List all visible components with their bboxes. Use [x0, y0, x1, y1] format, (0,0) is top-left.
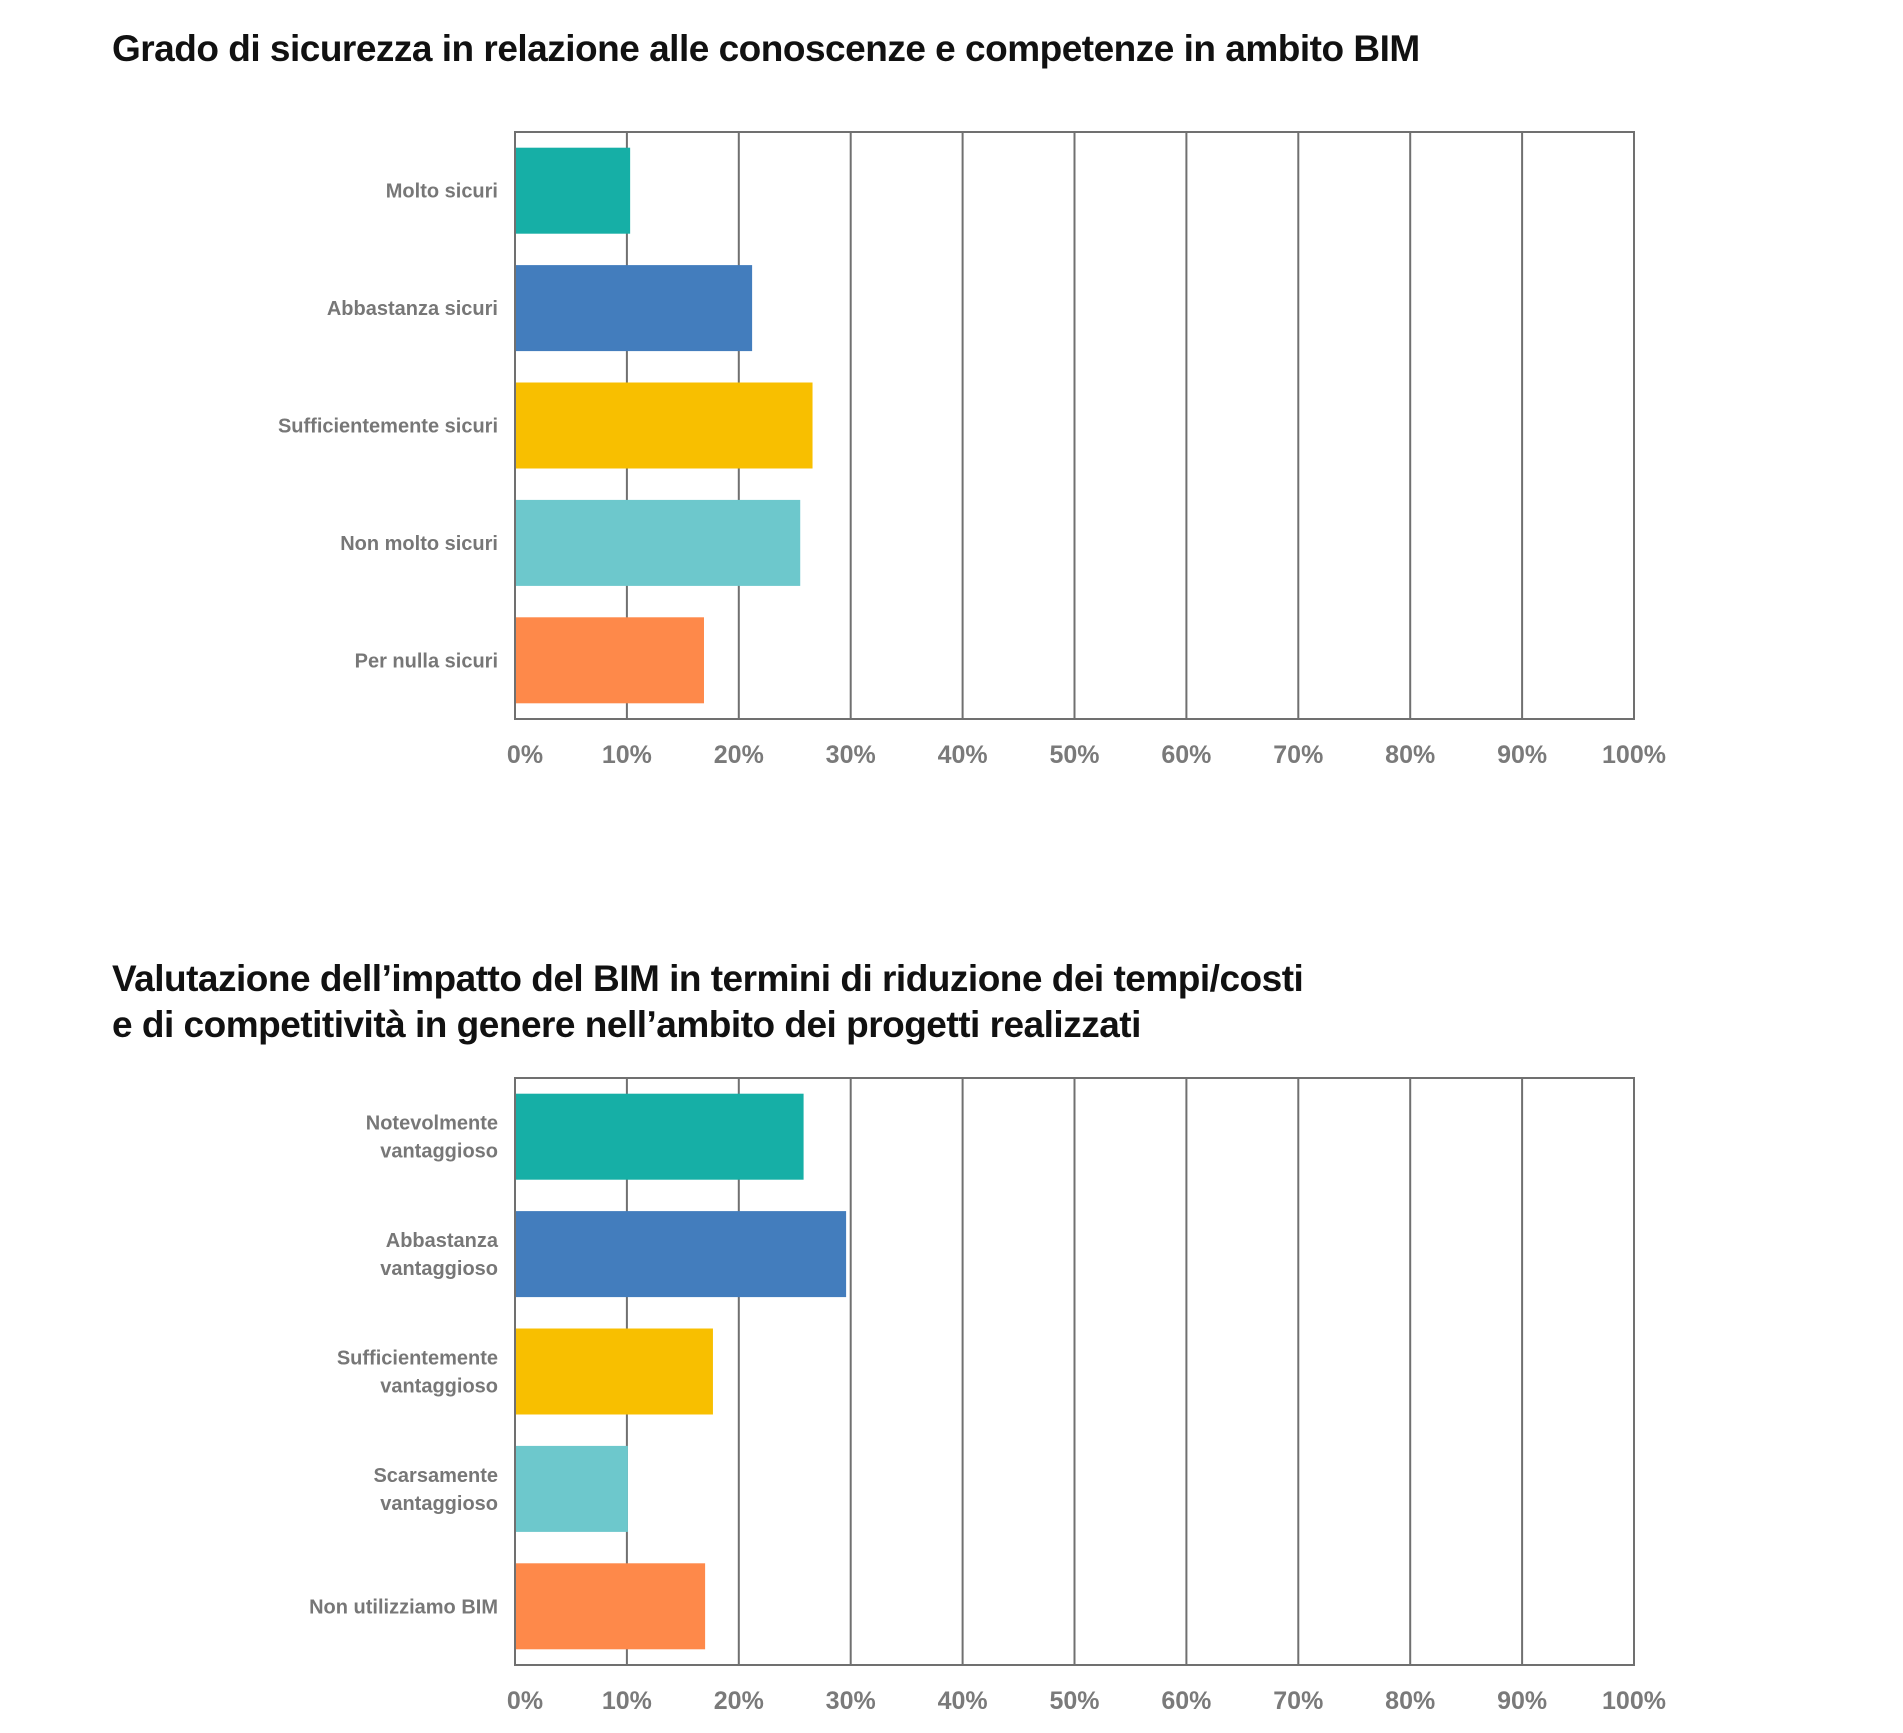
- category-label: Scarsamente: [373, 1465, 498, 1487]
- x-tick-label: 30%: [826, 741, 876, 769]
- category-label: vantaggioso: [380, 1493, 498, 1515]
- category-label: vantaggioso: [380, 1141, 498, 1163]
- bar: [516, 382, 813, 469]
- bar: [516, 1328, 713, 1415]
- x-tick-label: 20%: [714, 741, 764, 769]
- bar: [516, 1563, 706, 1650]
- bar: [516, 1211, 847, 1298]
- x-tick-label: 0%: [507, 741, 543, 769]
- plot-frame: [514, 1077, 1635, 1666]
- x-tick-label: 70%: [1273, 741, 1323, 769]
- bar: [516, 617, 704, 704]
- chart2-title-line-1: Valutazione dell’impatto del BIM in term…: [112, 958, 1304, 999]
- category-label: vantaggioso: [380, 1258, 498, 1280]
- plot-frame: [514, 131, 1635, 720]
- category-label: Per nulla sicuri: [355, 650, 498, 672]
- x-tick-label: 30%: [826, 1687, 876, 1715]
- x-tick-label: 50%: [1049, 741, 1099, 769]
- chart2-title-line-2: e di competitività in genere nell’ambito…: [112, 1004, 1141, 1045]
- chart1-title: Grado di sicurezza in relazione alle con…: [112, 28, 1420, 69]
- category-label: Abbastanza sicuri: [327, 298, 498, 320]
- category-label: Non molto sicuri: [340, 533, 498, 555]
- category-label: Non utilizziamo BIM: [309, 1596, 498, 1618]
- bar: [516, 265, 753, 352]
- x-tick-label: 20%: [714, 1687, 764, 1715]
- bar: [516, 147, 631, 234]
- category-label: Sufficientemente: [337, 1348, 498, 1370]
- x-tick-label: 90%: [1497, 741, 1547, 769]
- x-tick-label: 0%: [507, 1687, 543, 1715]
- category-label: Abbastanza: [386, 1230, 499, 1252]
- x-tick-label: 100%: [1602, 1687, 1666, 1715]
- x-tick-label: 60%: [1161, 741, 1211, 769]
- x-tick-label: 70%: [1273, 1687, 1323, 1715]
- category-label: vantaggioso: [380, 1376, 498, 1398]
- x-tick-label: 80%: [1385, 741, 1435, 769]
- category-label: Molto sicuri: [386, 181, 498, 203]
- category-label: Notevolmente: [366, 1113, 498, 1135]
- chart2-plot: 0% 10% 20% 30% 40% 50% 60% 70% 80% 90% 100% Notevol…: [309, 1077, 1666, 1715]
- x-tick-label: 40%: [938, 1687, 988, 1715]
- category-label: Sufficientemente sicuri: [278, 416, 498, 438]
- bar: [516, 1093, 804, 1180]
- x-tick-label: 10%: [602, 741, 652, 769]
- x-tick-label: 10%: [602, 1687, 652, 1715]
- x-tick-label: 60%: [1161, 1687, 1211, 1715]
- bar: [516, 499, 801, 586]
- x-tick-label: 50%: [1049, 1687, 1099, 1715]
- bar: [516, 1445, 628, 1532]
- chart2-title: Valutazione dell’impatto del BIM in term…: [112, 956, 1304, 1048]
- x-tick-label: 40%: [938, 741, 988, 769]
- x-tick-label: 80%: [1385, 1687, 1435, 1715]
- x-tick-label: 100%: [1602, 741, 1666, 769]
- x-tick-label: 90%: [1497, 1687, 1547, 1715]
- chart1-plot: 0% 10% 20% 30% 40% 50% 60% 70% 80% 90% 100% Molto s…: [278, 131, 1666, 769]
